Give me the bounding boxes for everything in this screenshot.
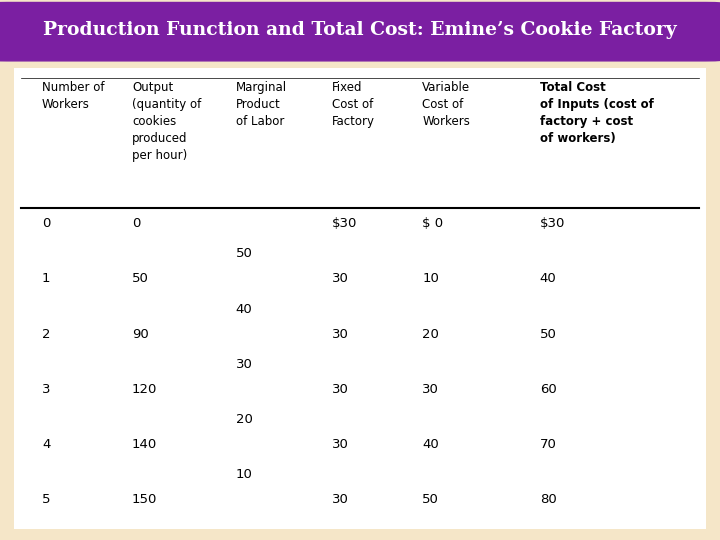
Text: 30: 30 (333, 493, 349, 506)
Text: 90: 90 (132, 328, 148, 341)
Text: 20: 20 (235, 413, 253, 426)
Text: 3: 3 (42, 383, 50, 396)
Text: 10: 10 (235, 468, 253, 481)
Text: 50: 50 (132, 272, 149, 285)
Text: 80: 80 (540, 493, 557, 506)
Text: 30: 30 (333, 328, 349, 341)
Text: Number of
Workers: Number of Workers (42, 82, 104, 111)
Text: 1: 1 (42, 272, 50, 285)
Text: $ 0: $ 0 (422, 217, 444, 230)
Text: 2: 2 (42, 328, 50, 341)
Text: 10: 10 (422, 272, 439, 285)
Text: 140: 140 (132, 438, 157, 451)
Text: Production Function and Total Cost: Emine’s Cookie Factory: Production Function and Total Cost: Emin… (43, 21, 677, 39)
Text: 30: 30 (333, 383, 349, 396)
Text: Marginal
Product
of Labor: Marginal Product of Labor (235, 82, 287, 129)
Text: Output
(quantity of
cookies
produced
per hour): Output (quantity of cookies produced per… (132, 82, 201, 163)
Text: 50: 50 (235, 247, 253, 260)
Text: Variable
Cost of
Workers: Variable Cost of Workers (422, 82, 470, 129)
Text: 40: 40 (422, 438, 439, 451)
Text: 0: 0 (132, 217, 140, 230)
FancyBboxPatch shape (14, 68, 706, 529)
Text: 30: 30 (422, 383, 439, 396)
Text: 0: 0 (42, 217, 50, 230)
Text: 30: 30 (235, 358, 253, 371)
Text: 70: 70 (540, 438, 557, 451)
Text: $30: $30 (333, 217, 358, 230)
Text: $30: $30 (540, 217, 565, 230)
Text: Fixed
Cost of
Factory: Fixed Cost of Factory (333, 82, 375, 129)
FancyBboxPatch shape (0, 3, 720, 61)
Text: 60: 60 (540, 383, 557, 396)
Text: 5: 5 (42, 493, 50, 506)
Text: 150: 150 (132, 493, 157, 506)
Text: 40: 40 (540, 272, 557, 285)
Text: 30: 30 (333, 438, 349, 451)
Text: 30: 30 (333, 272, 349, 285)
Text: 50: 50 (540, 328, 557, 341)
Text: 20: 20 (422, 328, 439, 341)
Text: 4: 4 (42, 438, 50, 451)
Text: 120: 120 (132, 383, 157, 396)
Text: Total Cost
of Inputs (cost of
factory + cost
of workers): Total Cost of Inputs (cost of factory + … (540, 82, 654, 145)
Text: 40: 40 (235, 302, 252, 315)
Text: 50: 50 (422, 493, 439, 506)
